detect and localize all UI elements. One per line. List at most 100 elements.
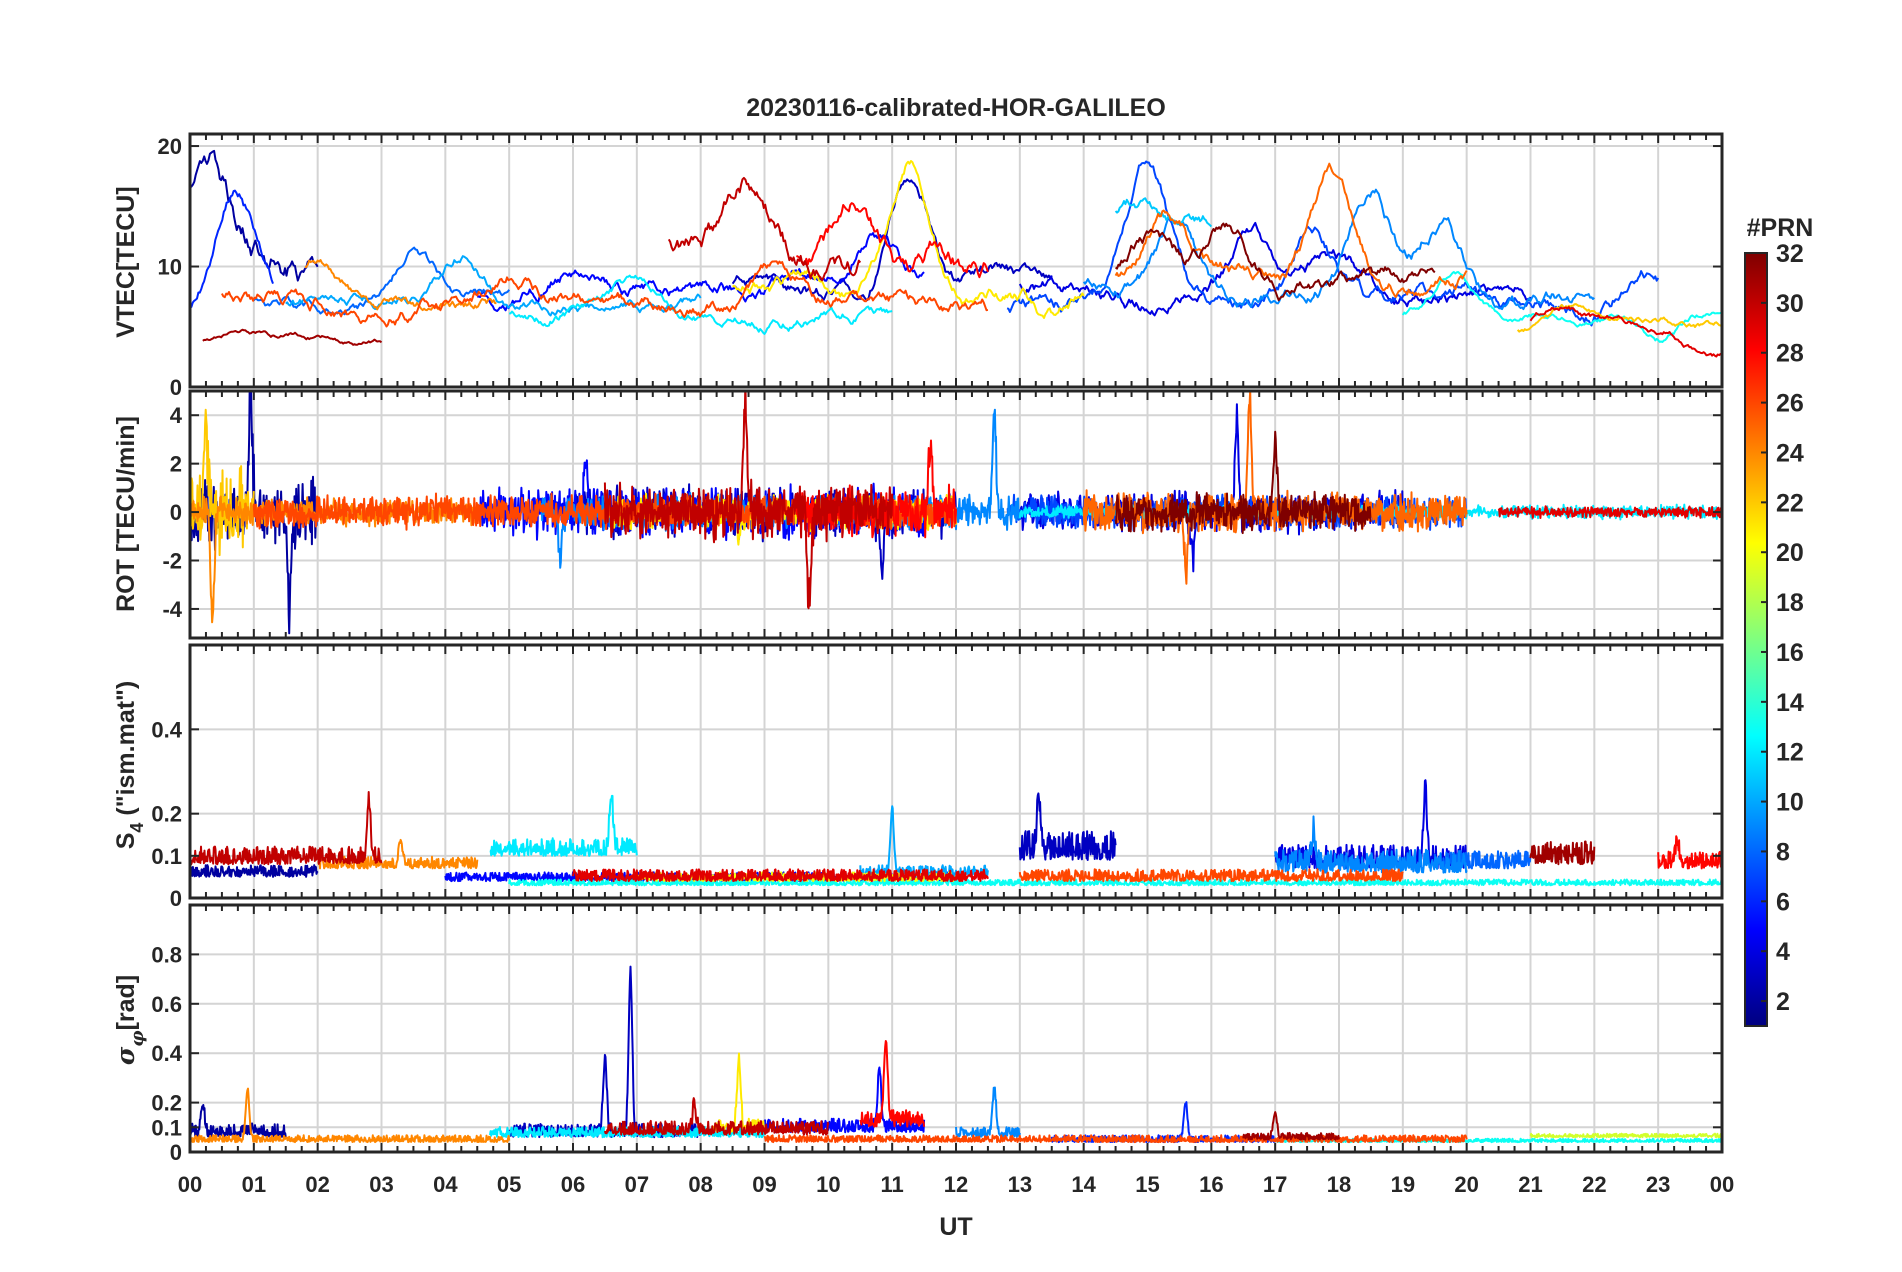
series-line-prn-6 [190,189,274,308]
series-line-prn-10 [285,255,702,317]
x-tick-labels: 00 01 02 03 04 05 06 07 08 09 10 11 12 13 14 15 16 17 18 19… [178,1172,1734,1197]
x-tick-label: 12 [944,1172,968,1197]
panel-vtec: 0 10 20 [158,132,1724,400]
series-line-prn-26 [221,260,989,328]
colorbar-tick-label: 16 [1776,639,1804,667]
x-tick-label: 15 [1135,1172,1159,1197]
colorbar-tick-label: 12 [1776,739,1804,767]
x-tick-label: 10 [816,1172,840,1197]
series-line-prn-2 [190,391,319,635]
colorbar-tick-label: 26 [1776,390,1804,418]
series-line-prn-28 [796,202,989,279]
x-tick-label: 08 [688,1172,712,1197]
y-tick-label-sigma: 0.4 [151,1041,182,1066]
series-line-prn-28 [1657,835,1722,870]
colorbar-tick-label: 4 [1776,938,1790,966]
colorbar-tick-label: 6 [1776,888,1790,916]
series-line-prn-21 [732,160,1085,319]
x-tick-label: 02 [305,1172,329,1197]
series-line-prn-3 [1018,792,1117,861]
series-line-prn-26 [763,1134,1468,1144]
ylabel-s4: S4 ("ism.mat") [112,681,147,850]
y-tick-label-rot: -2 [162,549,182,574]
x-tick-label: 00 [178,1172,202,1197]
y-tick-label-vtec: 20 [158,134,182,159]
colorbar-tick-label: 28 [1776,340,1804,368]
x-tick-label: 19 [1391,1172,1415,1197]
series-line-prn-30 [667,176,862,282]
colorbar-tick-label: 2 [1776,988,1790,1016]
series-line-prn-31 [1529,840,1596,866]
series-line-prn-9 [1082,188,1595,311]
series-line-prn-7 [1006,160,1660,327]
series-line-prn-25 [1082,391,1468,585]
y-tick-label-sigma: 0.2 [151,1091,182,1116]
series-line-prn-32 [1114,222,1436,302]
ylabel-sigma-unit: [rad] [112,975,140,1031]
ylabel-sigma-symbol: σ [111,1046,140,1065]
x-tick-label: 21 [1518,1172,1542,1197]
series-line-prn-29 [572,868,989,883]
series-line-prn-8 [253,246,510,316]
series-group-rot [190,391,1722,635]
ylabel-s4-sub: 4 [127,823,147,833]
x-axis-label: UT [939,1213,972,1241]
series-line-prn-29 [1529,306,1722,358]
x-tick-label: 23 [1646,1172,1670,1197]
series-line-prn-31 [1242,1111,1340,1141]
series-line-prn-4 [1018,221,1532,317]
ylabel-sigma: σφ[rad] [111,975,148,1065]
panel-s4: 0 0.1 0.2 0.4 [151,643,1724,911]
colorbar-tick-label: 20 [1776,539,1804,567]
colorbar-tick-label: 14 [1776,689,1804,717]
series-line-prn-9 [955,1086,1021,1139]
x-tick-label: 14 [1071,1172,1096,1197]
panel-rot: -4 -2 0 2 4 [162,389,1724,640]
series-line-prn-30 [190,791,383,866]
y-tick-label-sigma: 0 [170,1140,182,1165]
series-line-prn-9 [1274,815,1468,874]
x-tick-label: 03 [369,1172,393,1197]
series-line-prn-8 [1433,849,1532,870]
colorbar-title: #PRN [1747,214,1814,242]
series-line-prn-13 [1401,271,1722,343]
series-line-prn-31 [202,328,383,346]
series-line-prn-24 [317,838,479,870]
x-tick-label: 18 [1327,1172,1351,1197]
y-tick-label-s4: 0.1 [151,844,182,869]
series-line-prn-19 [1529,1132,1722,1139]
x-tick-label: 07 [625,1172,649,1197]
series-line-prn-11 [1114,197,1213,228]
ylabel-rot: ROT [TECU/min] [112,416,140,612]
x-tick-label: 13 [1008,1172,1032,1197]
panel-sigma: 00.10.2 0.4 0.6 0.8 [151,903,1724,1165]
y-tick-label-rot: 4 [170,403,183,428]
series-group-s4 [190,779,1722,887]
y-tick-label-sigma: 0.1 [151,1115,182,1140]
x-tick-label: 16 [1199,1172,1223,1197]
colorbar-tick-label: 24 [1776,439,1804,467]
y-tick-label-vtec: 0 [170,375,182,400]
series-line-prn-26 [1018,868,1404,883]
series-line-prn-2 [190,149,319,282]
colorbar-tick-label: 8 [1776,838,1790,866]
y-tick-label-s4: 0 [170,886,182,911]
x-tick-label: 22 [1582,1172,1606,1197]
series-line-prn-32 [1114,430,1372,535]
series-line-prn-2 [190,1104,287,1139]
y-tick-label-sigma: 0.6 [151,992,182,1017]
colorbar-tick-label: 22 [1776,489,1804,517]
x-tick-label: 06 [561,1172,585,1197]
ylabel-s4-rest: ("ism.mat") [112,681,140,823]
series-line-prn-12 [489,794,638,857]
series-line-prn-30 [603,1097,830,1136]
x-tick-label: 20 [1454,1172,1478,1197]
x-tick-label: 05 [497,1172,521,1197]
series-line-prn-2 [190,864,319,878]
colorbar-tick-label: 32 [1776,240,1804,268]
series-line-prn-13 [508,878,1722,887]
series-line-prn-28 [859,1040,926,1128]
series-group-vtec [190,149,1722,358]
